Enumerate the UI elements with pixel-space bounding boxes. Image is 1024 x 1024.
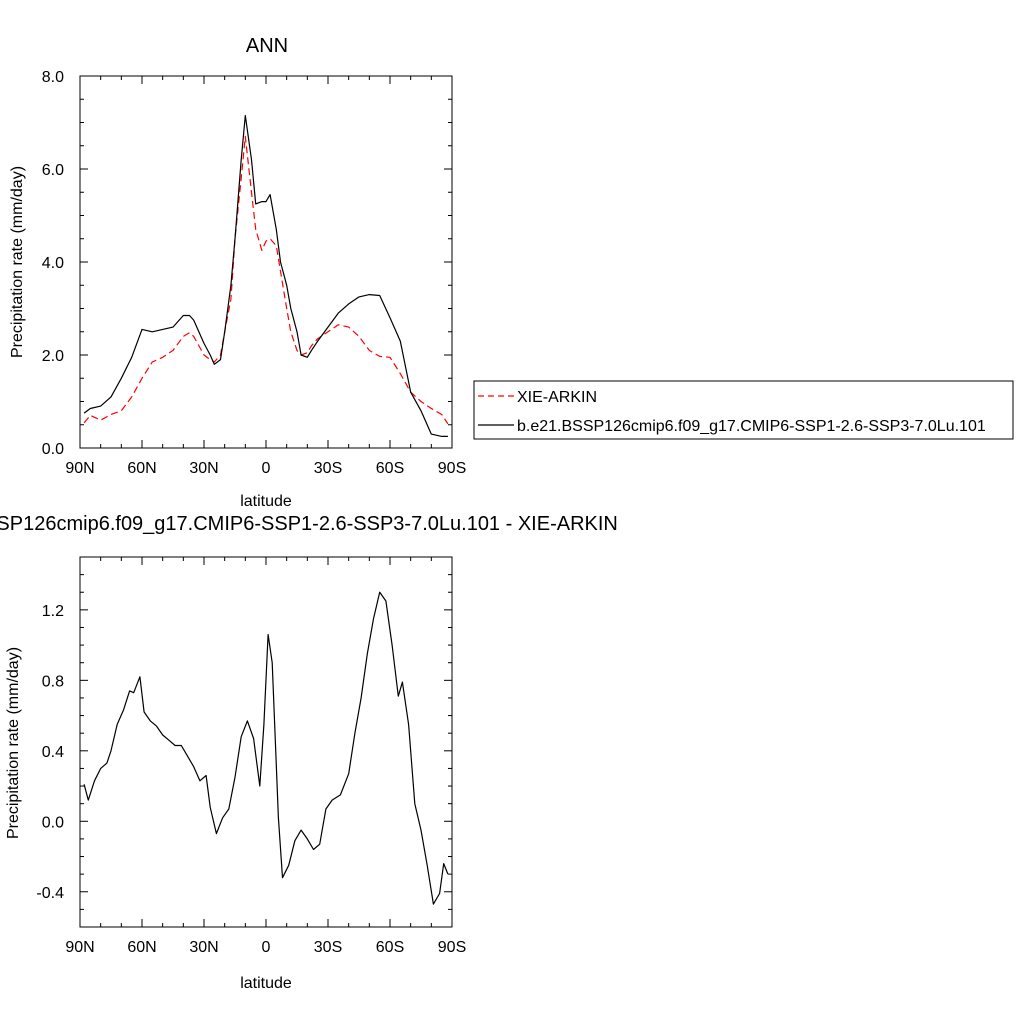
bottom-y-tick-label: 0.0 <box>42 814 64 831</box>
top-x-tick-label: 60S <box>376 460 404 477</box>
top-plot-frame <box>79 75 453 449</box>
top-panel: ANN 90N 60N 30N 0 30S 60S 90S 0.0 2.0 4.0 6.0 8.0 l… <box>9 35 1014 510</box>
bottom-chart-title: b.e21.BSSP126cmip6.f09_g17.CMIP6-SSP1-2.… <box>0 513 618 535</box>
top-x-tick-label: 60N <box>127 460 156 477</box>
top-y-tick-label: 0.0 <box>42 441 64 458</box>
bottom-y-axis-label: Precipitation rate (mm/day) <box>5 647 22 839</box>
bottom-panel: b.e21.BSSP126cmip6.f09_g17.CMIP6-SSP1-2.… <box>0 513 618 992</box>
top-series-line-model <box>83 114 448 437</box>
top-series-line-xie-arkin <box>83 135 449 425</box>
bottom-x-tick-label: 30N <box>189 939 218 956</box>
legend-label-model: b.e21.BSSP126cmip6.f09_g17.CMIP6-SSP1-2.… <box>517 418 986 435</box>
top-y-tick-label: 6.0 <box>42 162 64 179</box>
top-plot-area: 90N 60N 30N 0 30S 60S 90S 0.0 2.0 4.0 6.0 8.0 <box>42 69 466 477</box>
bottom-x-tick-label: 90N <box>65 939 94 956</box>
top-y-axis-label: Precipitation rate (mm/day) <box>9 166 26 358</box>
top-x-tick-label: 0 <box>262 460 271 477</box>
bottom-x-tick-label: 0 <box>262 939 271 956</box>
bottom-x-tick-label: 30S <box>314 939 342 956</box>
bottom-plot-area: 90N 60N 30N 0 30S 60S 90S -0.4 0.0 0.4 0.8 1.2 <box>36 556 466 956</box>
top-y-tick-label: 8.0 <box>42 69 64 86</box>
bottom-x-axis-label: latitude <box>240 975 292 992</box>
top-y-tick-label: 4.0 <box>42 255 64 272</box>
bottom-x-tick-label: 60S <box>376 939 404 956</box>
bottom-y-tick-label: 0.4 <box>42 744 64 761</box>
legend-label-xie-arkin: XIE-ARKIN <box>517 389 597 406</box>
bottom-plot-frame <box>79 556 453 928</box>
top-x-tick-label: 30S <box>314 460 342 477</box>
top-x-tick-label: 90N <box>65 460 94 477</box>
bottom-x-tick-label: 90S <box>438 939 466 956</box>
bottom-x-tick-label: 60N <box>127 939 156 956</box>
legend-box <box>473 380 1014 440</box>
top-y-tick-label: 2.0 <box>42 348 64 365</box>
top-x-tick-label: 30N <box>189 460 218 477</box>
top-x-tick-label: 90S <box>438 460 466 477</box>
top-chart-title: ANN <box>246 35 288 57</box>
bottom-y-tick-label: -0.4 <box>36 885 64 902</box>
bottom-y-tick-label: 0.8 <box>42 673 64 690</box>
top-x-axis-label: latitude <box>240 493 292 510</box>
bottom-series-line-difference <box>83 591 449 905</box>
legend: XIE-ARKIN b.e21.BSSP126cmip6.f09_g17.CMI… <box>473 380 1014 440</box>
bottom-y-tick-label: 1.2 <box>42 603 64 620</box>
